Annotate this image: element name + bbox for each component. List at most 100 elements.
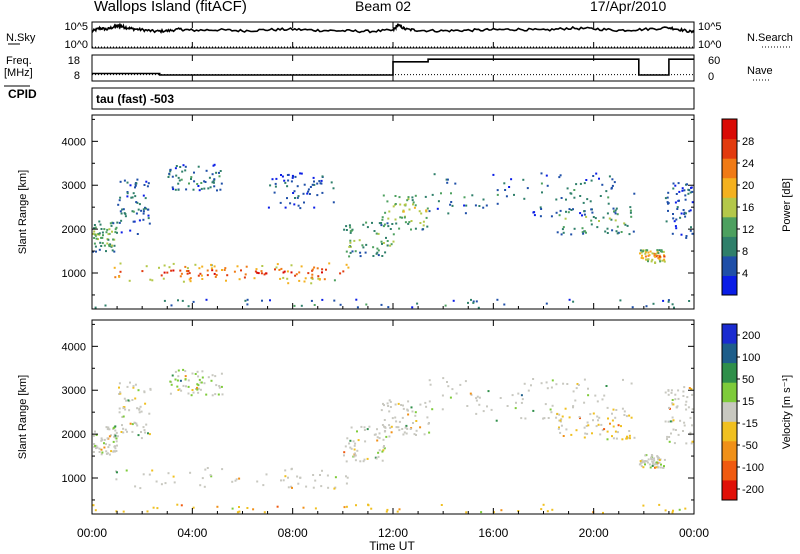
power-cell <box>178 179 181 182</box>
velocity-cell <box>354 454 357 457</box>
power-cell <box>120 219 123 222</box>
velocity-cell <box>114 425 117 428</box>
power-cell <box>645 258 648 261</box>
velocity-cell <box>687 406 690 409</box>
velocity-cell <box>201 376 204 379</box>
power-cell <box>220 182 223 185</box>
power-cell <box>197 185 200 187</box>
power-cell <box>206 269 209 272</box>
velocity-cell <box>658 459 661 461</box>
velocity-cell <box>108 428 111 431</box>
velocity-cell <box>677 397 680 400</box>
velocity-cell <box>689 431 692 434</box>
velocity-cell <box>146 510 149 513</box>
power-ylabel: Slant Range [km] <box>17 170 29 254</box>
power-cell <box>590 179 593 182</box>
velocity-cell <box>296 475 299 478</box>
velocity-cell <box>376 436 379 439</box>
station-title: Wallops Island (fitACF) <box>94 0 247 15</box>
power-cell <box>190 178 192 180</box>
velocity-cell <box>312 474 315 476</box>
velocity-cell <box>431 408 434 411</box>
power-cell <box>105 231 108 234</box>
time-tick-label: 04:00 <box>177 526 207 540</box>
velocity-cell <box>177 389 180 391</box>
colorbar-tick-label: 8 <box>742 246 748 258</box>
velocity-cell <box>683 386 686 389</box>
power-cell <box>179 269 182 272</box>
power-cell <box>311 276 314 279</box>
power-cell <box>317 275 320 278</box>
velocity-cell <box>425 405 428 408</box>
power-cell <box>332 187 335 190</box>
velocity-cell <box>156 507 159 510</box>
power-cell <box>389 228 392 230</box>
velocity-cell <box>116 471 118 474</box>
velocity-cell <box>214 375 217 378</box>
power-cell <box>142 210 145 213</box>
power-cell <box>162 277 165 280</box>
power-cell <box>92 250 94 253</box>
velocity-cell <box>302 506 305 509</box>
velocity-cell <box>478 403 481 406</box>
power-cell <box>585 215 588 218</box>
velocity-cell <box>572 405 575 408</box>
power-cell <box>581 214 583 217</box>
power-cell <box>121 208 124 211</box>
velocity-cell <box>616 431 619 434</box>
power-cell <box>281 175 284 178</box>
power-cell <box>596 226 599 229</box>
velocity-cell <box>401 416 404 419</box>
velocity-cell <box>126 385 129 388</box>
power-cell <box>663 258 666 261</box>
power-cell <box>613 210 615 213</box>
velocity-cell <box>122 415 125 418</box>
power-cell <box>187 270 190 272</box>
velocity-cell <box>114 429 117 432</box>
power-cell <box>371 221 373 224</box>
power-cell <box>492 173 495 176</box>
power-cell <box>365 243 368 246</box>
velocity-cell <box>103 438 106 441</box>
velocity-cell <box>291 486 293 489</box>
power-cell <box>123 179 126 182</box>
power-cell <box>106 228 109 231</box>
velocity-cell <box>466 405 469 407</box>
velocity-cell <box>180 389 183 392</box>
velocity-cell <box>378 432 381 435</box>
velocity-cell <box>211 394 214 397</box>
velocity-cell <box>373 433 376 436</box>
power-cell <box>414 204 417 207</box>
velocity-cell <box>560 424 563 427</box>
power-cell <box>149 278 152 281</box>
velocity-cell <box>376 439 379 442</box>
date-label: 17/Apr/2010 <box>590 0 666 14</box>
power-cell <box>684 215 687 218</box>
power-cell <box>581 231 584 234</box>
velocity-cell <box>674 429 677 431</box>
power-cell <box>624 223 627 226</box>
power-cell <box>316 182 319 185</box>
velocity-cell <box>670 389 673 392</box>
power-cell <box>304 277 307 280</box>
velocity-cell <box>602 511 604 514</box>
velocity-cell <box>678 508 681 511</box>
power-cell <box>645 249 648 252</box>
power-cell <box>680 233 683 236</box>
power-cell <box>663 260 666 263</box>
power-cell <box>256 271 259 274</box>
velocity-cell <box>640 465 643 468</box>
velocity-cell <box>672 509 674 512</box>
velocity-cell <box>105 426 108 429</box>
velocity-cell <box>667 420 670 423</box>
power-cell <box>141 270 144 273</box>
velocity-cell <box>350 426 353 429</box>
power-cell <box>273 191 276 194</box>
power-range-ticks: 1000 2000 3000 4000 <box>62 118 694 296</box>
velocity-cell <box>551 404 554 407</box>
velocity-cell <box>482 410 485 413</box>
power-cell <box>98 220 101 223</box>
power-cell <box>348 255 351 258</box>
power-cell <box>560 233 563 236</box>
freq-axis-ticks: 18 8 60 0 <box>68 55 721 83</box>
